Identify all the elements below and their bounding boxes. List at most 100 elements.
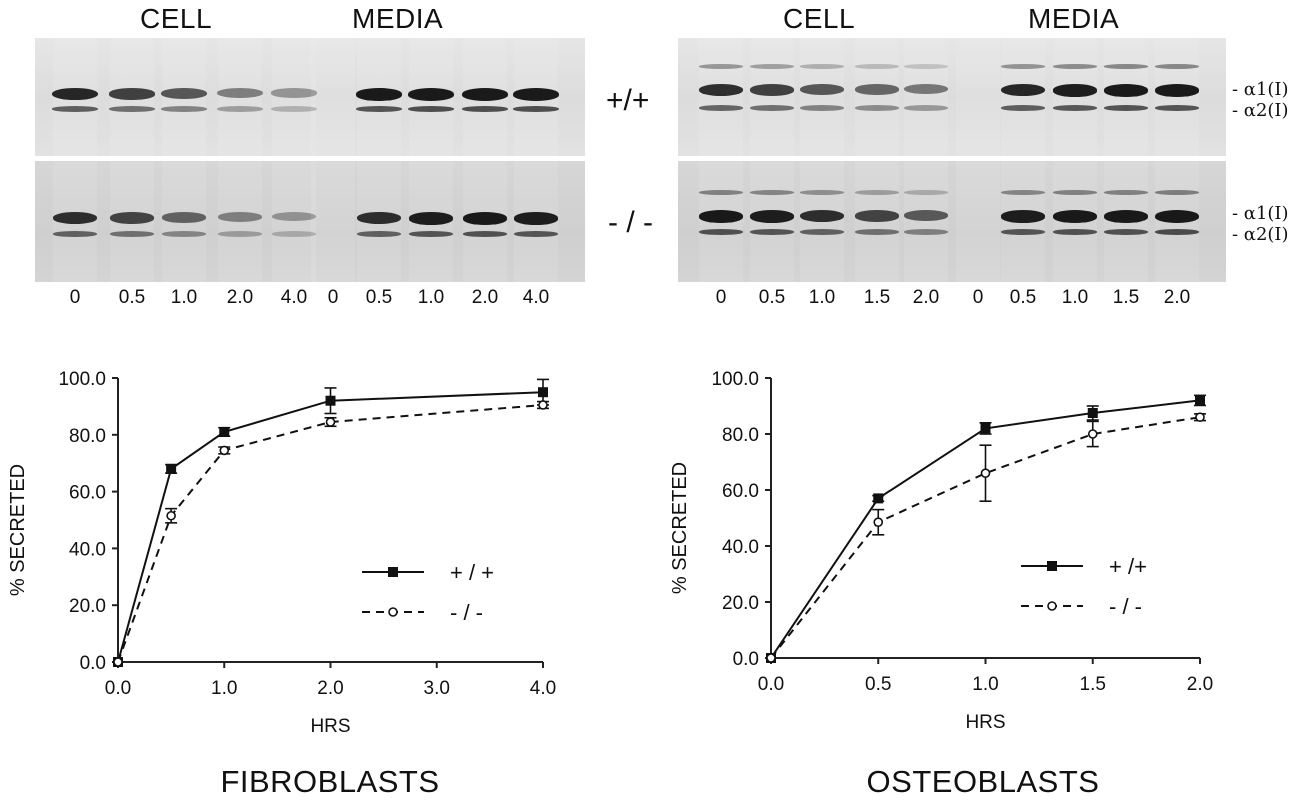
- gel-band: [1053, 105, 1097, 111]
- gel-band: [409, 212, 453, 225]
- gel-header-cell: CELL: [783, 3, 856, 34]
- gel-lane: [311, 38, 355, 156]
- osteoblast-secretion-chart: 0.0 0.5 1.0 1.5 2.0 0.0 20.0 40.0 60.0 80.0 100.0 H…: [669, 369, 1213, 799]
- data-point: [538, 400, 548, 410]
- gel-band: [217, 106, 263, 112]
- data-point: [1087, 429, 1098, 439]
- gel-band: [1104, 190, 1148, 195]
- gel-lane: [800, 38, 844, 156]
- gel-band: [1053, 190, 1097, 195]
- gel-band: [750, 210, 794, 223]
- y-tick-label: 60.0: [722, 481, 759, 502]
- gel-band: [1155, 84, 1199, 97]
- gel-lane: [218, 161, 262, 282]
- gel-band: [750, 84, 794, 96]
- gel-band: [408, 88, 454, 101]
- gel-band: [1001, 210, 1045, 223]
- gel-band: [904, 229, 948, 235]
- gel-band: [800, 229, 844, 235]
- gel-band: [800, 105, 844, 111]
- fibroblast-secretion-chart: 0.0 1.0 2.0 3.0 4.0 0.0 20.0 40.0 60.0 80.0 100.0 H…: [7, 369, 556, 799]
- gel-band: [855, 210, 899, 222]
- gel-header-media: MEDIA: [1028, 3, 1120, 34]
- data-point: [219, 445, 230, 456]
- lane-label: 0: [327, 287, 339, 308]
- gel-band: [800, 190, 844, 195]
- y-axis-label: % SECRETED: [7, 464, 29, 596]
- gel-lane: [956, 38, 1000, 156]
- gel-band: [750, 64, 794, 69]
- gel-band: [699, 84, 743, 97]
- gel-band: [1001, 190, 1045, 195]
- lane-label: 4.0: [280, 287, 308, 308]
- data-point: [166, 463, 177, 474]
- chart-title: FIBROBLASTS: [220, 764, 439, 799]
- gel-image-wildtype: [35, 38, 585, 156]
- gel-band: [463, 231, 507, 237]
- gel-band: [1155, 229, 1199, 235]
- lane-label: 0.5: [1009, 287, 1037, 308]
- lane-label: 1.0: [1061, 287, 1089, 308]
- gel-band: [408, 106, 454, 112]
- lane-label: 2.0: [912, 287, 940, 308]
- lane-label: 1.5: [863, 287, 891, 308]
- y-axis-label: % SECRETED: [669, 462, 691, 594]
- genotype-label-wildtype: +/+: [606, 84, 650, 117]
- gel-band: [357, 212, 401, 225]
- y-tick-label: 80.0: [722, 425, 759, 446]
- y-tick-label: 80.0: [69, 426, 106, 447]
- gel-band: [855, 229, 899, 235]
- gel-band: [750, 229, 794, 235]
- gel-image-knockout: [35, 161, 585, 282]
- gel-band: [1001, 105, 1045, 111]
- gel-band: [1053, 210, 1097, 223]
- gel-band: [53, 231, 97, 237]
- gel-band: [1104, 64, 1148, 69]
- lane-label: 2.0: [471, 287, 499, 308]
- gel-band: [855, 64, 899, 69]
- series-line-0: [770, 399, 1201, 659]
- legend-marker: [1047, 561, 1057, 571]
- gel-band: [800, 84, 844, 96]
- lane-label: 0: [715, 287, 727, 308]
- legend-marker: [388, 567, 398, 577]
- gel-band: [162, 231, 206, 237]
- x-tick-label: 4.0: [530, 678, 556, 699]
- gel-band: [904, 190, 948, 195]
- gel-band: [109, 106, 155, 112]
- gel-band: [52, 106, 98, 112]
- gel-band: [272, 231, 316, 237]
- gel-band: [1155, 190, 1199, 195]
- y-tick-label: 0.0: [80, 653, 106, 674]
- gel-band: [514, 212, 558, 225]
- gel-band: [800, 210, 844, 223]
- lane-label: 1.0: [417, 287, 445, 308]
- gel-band: [356, 88, 402, 101]
- lane-label: 0.5: [365, 287, 393, 308]
- gel-band: [409, 231, 453, 237]
- y-tick-label: 40.0: [722, 537, 759, 558]
- y-tick-label: 60.0: [69, 483, 106, 504]
- lane-label: 2.0: [226, 287, 254, 308]
- gel-band: [1155, 105, 1199, 111]
- data-point: [766, 653, 776, 663]
- gel-lane: [855, 38, 899, 156]
- data-point: [1087, 408, 1098, 418]
- gel-lane: [956, 161, 1000, 282]
- gel-band: [271, 106, 317, 112]
- gel-lane: [1053, 38, 1097, 156]
- genotype-label-knockout: - / -: [608, 206, 653, 239]
- x-tick-label: 3.0: [424, 678, 450, 699]
- legend-marker: [1047, 601, 1057, 611]
- data-point: [1195, 412, 1205, 422]
- y-tick-label: 40.0: [69, 539, 106, 560]
- x-tick-label: 1.0: [211, 678, 237, 699]
- gel-band: [272, 212, 316, 222]
- gel-band: [904, 64, 948, 69]
- gel-band: [110, 231, 154, 237]
- data-point: [1195, 395, 1205, 406]
- gel-band: [514, 231, 558, 237]
- gel-band: [699, 64, 743, 69]
- gel-lane: [311, 161, 355, 282]
- gel-band: [1104, 105, 1148, 111]
